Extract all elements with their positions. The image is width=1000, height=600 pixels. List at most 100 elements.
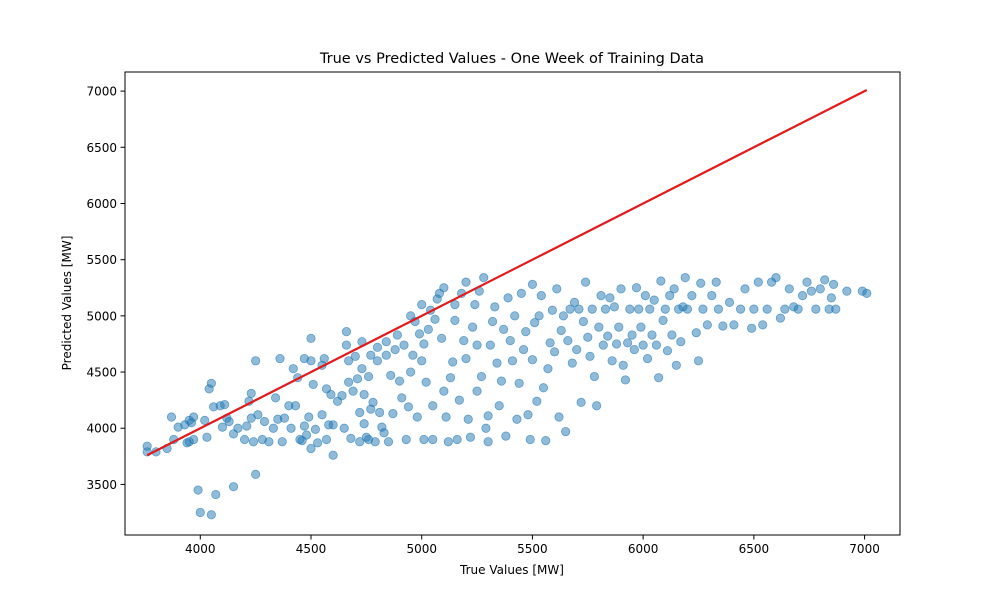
data-point (264, 437, 274, 447)
data-point (206, 510, 216, 520)
data-point (676, 337, 686, 347)
data-point (693, 356, 704, 366)
data-point (417, 300, 427, 310)
data-point (514, 378, 524, 388)
y-tick-label: 4500 (86, 366, 117, 380)
data-point (552, 284, 562, 294)
data-point (638, 340, 648, 350)
data-point (687, 291, 697, 301)
data-point (224, 416, 234, 427)
data-point (718, 321, 728, 331)
chart-title: True vs Predicted Values - One Week of T… (319, 51, 704, 67)
data-point (662, 346, 673, 356)
data-point (616, 284, 626, 294)
data-point (306, 356, 316, 366)
data-point (350, 351, 360, 361)
data-point (301, 430, 312, 440)
data-point (567, 358, 577, 368)
data-point (399, 340, 409, 350)
data-point (321, 434, 332, 445)
data-point (463, 414, 473, 424)
data-point (780, 304, 790, 314)
data-point (242, 421, 252, 431)
data-point (713, 304, 724, 314)
x-axis-title: True Values [MW] (459, 563, 564, 577)
data-point (623, 338, 633, 348)
data-point (193, 485, 203, 495)
data-point (603, 331, 613, 341)
data-point (580, 277, 591, 287)
data-point (483, 437, 493, 447)
data-point (634, 304, 644, 314)
y-tick-label: 6000 (86, 197, 117, 211)
data-point (563, 335, 573, 346)
data-point (423, 324, 433, 334)
data-point (538, 383, 549, 393)
data-point (724, 297, 735, 307)
data-point (388, 409, 398, 419)
data-point (437, 333, 447, 343)
data-point (381, 337, 391, 347)
data-point (592, 401, 602, 411)
data-point (445, 373, 456, 383)
data-point (691, 328, 701, 338)
data-point (516, 288, 526, 298)
data-point (319, 353, 329, 364)
data-point (211, 489, 221, 500)
data-point (355, 437, 365, 447)
data-point (461, 353, 471, 364)
ideal-fit-line (146, 88, 868, 457)
data-point (647, 330, 657, 340)
data-point (390, 344, 400, 355)
data-point (394, 376, 405, 386)
data-point (372, 342, 383, 352)
data-point (811, 304, 821, 314)
data-point (450, 315, 460, 325)
data-point (259, 416, 270, 427)
data-point (428, 434, 438, 445)
data-point (228, 482, 239, 492)
data-point (304, 412, 314, 422)
data-point (682, 304, 693, 314)
data-point (707, 291, 717, 301)
data-point (251, 469, 261, 479)
data-point (200, 415, 210, 425)
data-point (649, 295, 659, 305)
data-point (448, 357, 458, 367)
data-point (753, 277, 763, 287)
data-point (735, 304, 746, 314)
data-point (341, 326, 352, 337)
data-point (279, 413, 290, 423)
y-tick-label: 7000 (86, 85, 117, 99)
x-tick-label: 5000 (406, 542, 437, 556)
data-point (346, 433, 356, 443)
data-point (651, 340, 662, 350)
data-point (313, 438, 323, 448)
data-point (527, 355, 538, 365)
data-point (275, 353, 285, 364)
data-point (439, 386, 449, 396)
data-point (558, 311, 569, 321)
data-point (220, 400, 230, 410)
data-point (339, 423, 349, 433)
data-point (450, 300, 460, 310)
data-point (370, 437, 380, 447)
data-point (496, 376, 507, 386)
data-point (671, 360, 681, 370)
data-point (578, 316, 588, 327)
data-point (363, 371, 374, 382)
data-point (556, 325, 566, 336)
data-point (461, 277, 471, 287)
data-point (328, 420, 338, 430)
data-point (669, 284, 679, 294)
data-point (667, 330, 677, 340)
data-point (381, 350, 391, 360)
data-point (189, 434, 199, 445)
data-point (574, 304, 584, 314)
data-point (341, 340, 352, 350)
data-point (290, 401, 301, 411)
data-point (306, 443, 316, 454)
data-point (206, 378, 216, 388)
data-point (492, 358, 502, 368)
data-point (355, 407, 365, 418)
